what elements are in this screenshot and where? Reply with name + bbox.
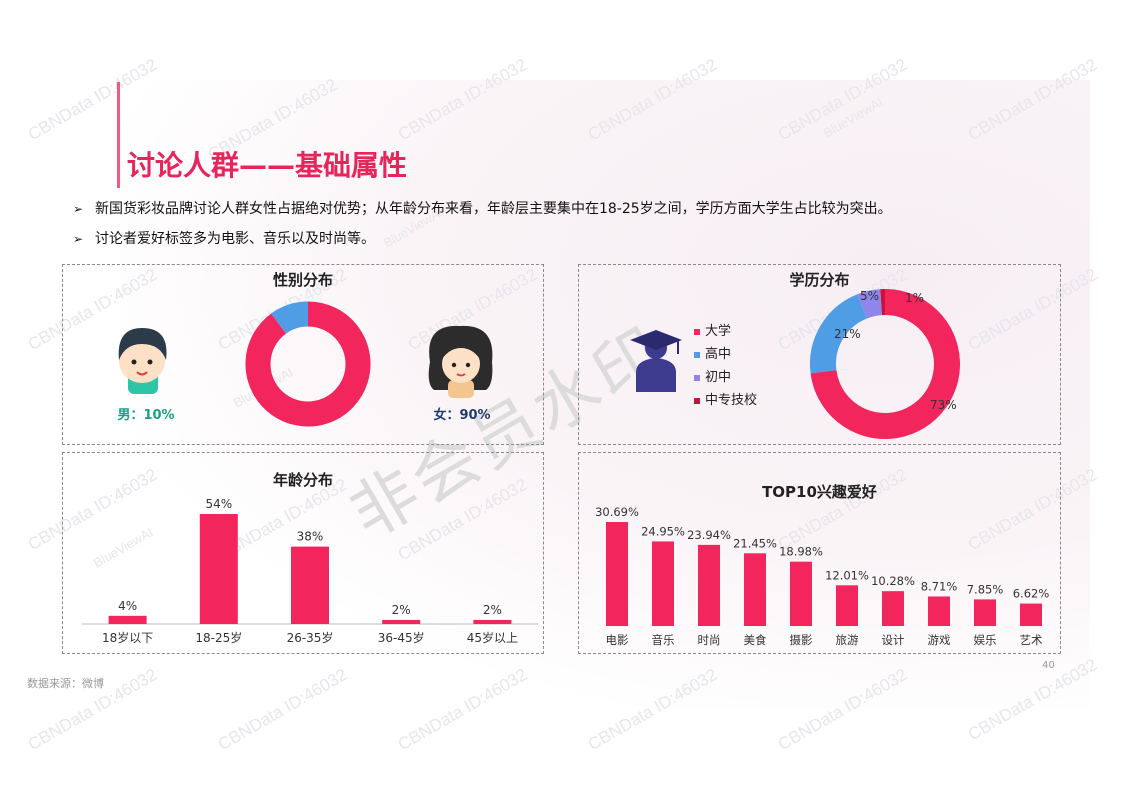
legend-item: 中专技校: [694, 389, 757, 412]
x-tick-label: 设计: [882, 633, 905, 647]
page-number: 40: [1042, 660, 1055, 671]
x-tick-label: 18岁以下: [102, 630, 153, 645]
slice-初中: [857, 289, 883, 319]
education-panel: 学历分布: [578, 264, 1061, 445]
x-tick-label: 26-35岁: [287, 630, 334, 645]
education-legend: 大学 高中 初中 中专技校: [694, 320, 757, 412]
bar-data-label: 2%: [392, 603, 411, 617]
bar: [652, 541, 674, 626]
x-tick-label: 18-25岁: [195, 630, 242, 645]
education-chart-title: 学历分布: [789, 271, 850, 289]
education-data-label: 73%: [930, 398, 957, 412]
legend-label: 高中: [705, 347, 732, 362]
education-data-label: 21%: [834, 327, 861, 341]
bar: [698, 544, 720, 626]
legend-label: 中专技校: [705, 393, 758, 408]
legend-swatch: [694, 374, 700, 381]
bar: [882, 591, 904, 626]
bar-data-label: 21.45%: [733, 536, 777, 550]
bar: [606, 522, 628, 626]
x-tick-label: 36-45岁: [378, 630, 425, 645]
legend-item: 大学: [694, 320, 757, 343]
slice-女: [245, 301, 371, 427]
hobby-panel: TOP10兴趣爱好: [578, 452, 1061, 654]
gender-chart-title: 性别分布: [272, 271, 333, 289]
age-chart-title: 年龄分布: [272, 471, 333, 489]
x-tick-label: 美食: [744, 633, 767, 647]
bar-data-label: 54%: [205, 497, 232, 511]
education-data-label: 5%: [860, 289, 879, 303]
x-tick-label: 娱乐: [974, 633, 997, 647]
bullet-item: ➢ 新国货彩妆品牌讨论人群女性占据绝对优势；从年龄分布来看，年龄层主要集中在18-…: [73, 198, 892, 228]
legend-item: 初中: [694, 366, 757, 389]
bullet-text: 讨论者爱好标签多为电影、音乐以及时尚等。: [95, 231, 375, 247]
bullet-item: ➢ 讨论者爱好标签多为电影、音乐以及时尚等。: [73, 228, 892, 258]
x-tick-label: 音乐: [652, 633, 675, 647]
arrow-icon: ➢: [73, 232, 84, 246]
education-data-label: 1%: [905, 291, 924, 305]
boy-avatar-icon: [118, 328, 167, 394]
bar-data-label: 2%: [483, 603, 502, 617]
age-panel: 年龄分布: [62, 452, 544, 654]
bullet-text: 新国货彩妆品牌讨论人群女性占据绝对优势；从年龄分布来看，年龄层主要集中在18-2…: [95, 201, 892, 217]
bar-data-label: 18.98%: [779, 545, 823, 559]
legend-item: 高中: [694, 343, 757, 366]
bar: [744, 553, 766, 626]
gender-panel: 性别分布: [62, 264, 544, 445]
slice-大学: [810, 289, 960, 439]
bar-data-label: 10.28%: [871, 574, 915, 588]
education-chart: 73% 21% 5% 1%: [630, 289, 960, 439]
hobby-chart: 30.69% 电影 24.95% 音乐 23.94% 时尚 21.45% 美食 18.98% 摄影…: [595, 505, 1050, 647]
x-tick-label: 电影: [606, 633, 629, 647]
bar-data-label: 30.69%: [595, 505, 639, 519]
bar: [790, 561, 812, 626]
female-label: 女：90%: [433, 407, 490, 423]
legend-label: 初中: [705, 370, 732, 385]
x-tick-label: 游戏: [928, 633, 951, 647]
bar-data-label: 8.71%: [921, 579, 958, 593]
education-donut: 73% 21% 5% 1%: [810, 289, 960, 439]
page-title: 讨论人群——基础属性: [127, 149, 408, 182]
legend-label: 大学: [705, 324, 732, 339]
bar: [974, 599, 996, 626]
bar: [199, 514, 238, 624]
legend-swatch: [694, 351, 700, 358]
bar: [291, 546, 329, 624]
bar-data-label: 24.95%: [641, 524, 685, 538]
x-tick-label: 时尚: [698, 633, 721, 647]
age-chart: 4% 18岁以下 54% 18-25岁 38% 26-35岁 2% 36-45岁 2% 45岁以上: [82, 497, 538, 645]
x-tick-label: 旅游: [836, 633, 859, 647]
male-label: 男：10%: [117, 408, 174, 423]
gender-donut: [245, 301, 371, 427]
bar-data-label: 38%: [297, 530, 324, 544]
graduate-icon: [630, 330, 682, 392]
bar: [108, 615, 147, 624]
bar-data-label: 23.94%: [687, 528, 731, 542]
hobby-chart-title: TOP10兴趣爱好: [762, 483, 877, 501]
bar-data-label: 6.62%: [1013, 587, 1050, 601]
slice-高中: [810, 294, 868, 374]
gender-chart: 男：10% 女：90%: [117, 301, 493, 427]
bar-data-label: 12.01%: [825, 568, 869, 582]
bar-data-label: 7.85%: [967, 582, 1004, 596]
legend-swatch: [694, 328, 700, 335]
x-tick-label: 艺术: [1020, 633, 1043, 647]
girl-avatar-icon: [428, 325, 493, 398]
legend-swatch: [694, 397, 700, 404]
title-accent-bar: [117, 82, 120, 188]
slice-男: [271, 301, 309, 335]
arrow-icon: ➢: [73, 202, 84, 216]
bar: [836, 585, 858, 626]
bar-data-label: 4%: [118, 599, 137, 613]
bullet-list: ➢ 新国货彩妆品牌讨论人群女性占据绝对优势；从年龄分布来看，年龄层主要集中在18-…: [73, 198, 892, 258]
source-note: 数据来源：微博: [27, 677, 104, 690]
bar: [928, 596, 950, 626]
bar: [473, 619, 512, 624]
bar: [382, 619, 421, 624]
x-tick-label: 摄影: [790, 633, 813, 647]
x-tick-label: 45岁以上: [467, 630, 518, 645]
bar: [1020, 603, 1042, 626]
